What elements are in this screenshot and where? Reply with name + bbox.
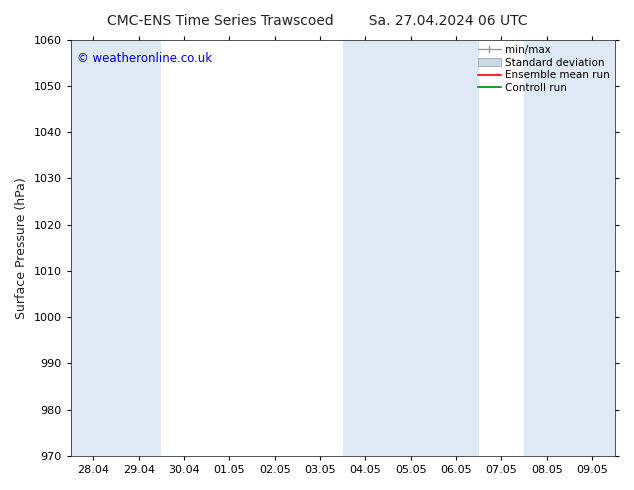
Bar	[434, 40, 479, 456]
Text: © weatheronline.co.uk: © weatheronline.co.uk	[77, 52, 212, 65]
Bar	[569, 40, 615, 456]
Bar	[116, 40, 162, 456]
Bar	[388, 40, 434, 456]
Text: CMC-ENS Time Series Trawscoed        Sa. 27.04.2024 06 UTC: CMC-ENS Time Series Trawscoed Sa. 27.04.…	[107, 14, 527, 28]
Bar	[524, 40, 569, 456]
Bar	[343, 40, 388, 456]
Legend: min/max, Standard deviation, Ensemble mean run, Controll run: min/max, Standard deviation, Ensemble me…	[476, 43, 612, 95]
Bar	[71, 40, 116, 456]
Y-axis label: Surface Pressure (hPa): Surface Pressure (hPa)	[15, 177, 28, 318]
